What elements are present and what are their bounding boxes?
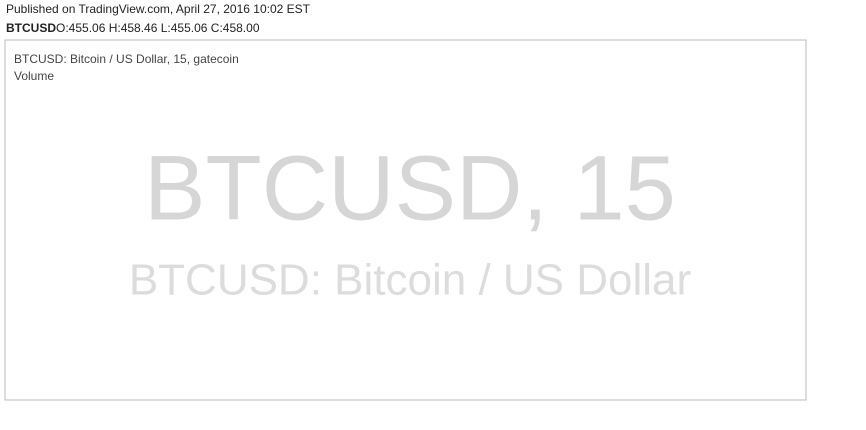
plot-frame	[4, 39, 807, 401]
symbol: BTCUSD	[6, 21, 56, 35]
watermark-sub: BTCUSD: Bitcoin / US Dollar	[129, 256, 691, 305]
publisher: Published on TradingView.com, April 27, …	[6, 2, 311, 16]
watermark: BTCUSD, 15	[144, 137, 676, 239]
ohlc-header: BTCUSDO:455.06 H:458.46 L:455.06 C:458.0…	[6, 21, 260, 35]
legend-title: BTCUSD: Bitcoin / US Dollar, 15, gatecoi…	[14, 52, 239, 66]
volume-label: Volume	[14, 69, 54, 83]
ohlc: O:455.06 H:458.46 L:455.06 C:458.00	[56, 21, 260, 35]
